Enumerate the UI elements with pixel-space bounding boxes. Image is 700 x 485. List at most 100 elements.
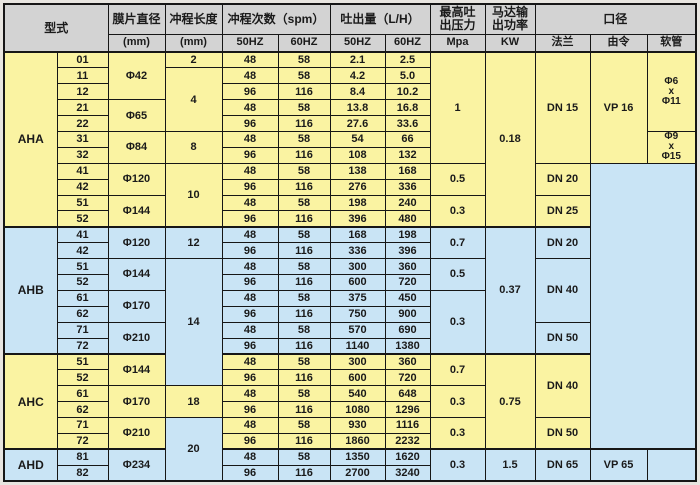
header-pressure: 最高吐 出压力: [429, 3, 486, 35]
flange-cell: DN 50: [534, 416, 591, 450]
flow-50hz-cell: 750: [329, 305, 386, 323]
stroke-length-cell: 14: [164, 258, 223, 387]
flow-60hz-cell: 336: [384, 178, 431, 196]
union-cell: VP 16: [589, 51, 648, 164]
spm-50hz-cell: 48: [221, 258, 279, 275]
spm-50hz-cell: 96: [221, 337, 279, 355]
flow-50hz-cell: 1080: [329, 401, 386, 418]
model-number-cell: 62: [56, 401, 109, 418]
diaphragm-diameter-cell: Φ120: [107, 162, 166, 196]
spm-50hz-cell: 96: [221, 401, 279, 418]
flow-60hz-cell: 360: [384, 258, 431, 275]
spm-60hz-cell: 58: [277, 162, 331, 180]
model-number-cell: 51: [56, 194, 109, 212]
spm-50hz-cell: 96: [221, 242, 279, 260]
flange-cell: DN 15: [534, 51, 591, 164]
spm-60hz-cell: 116: [277, 242, 331, 260]
spm-50hz-cell: 96: [221, 178, 279, 196]
flow-50hz-cell: 600: [329, 369, 386, 387]
spm-50hz-cell: 96: [221, 273, 279, 291]
stroke-length-cell: 12: [164, 225, 223, 260]
flow-60hz-cell: 1380: [384, 337, 431, 355]
diaphragm-diameter-cell: Φ144: [107, 352, 166, 387]
flow-60hz-cell: 720: [384, 273, 431, 291]
spm-50hz-cell: 48: [221, 130, 279, 148]
flow-60hz-cell: 132: [384, 146, 431, 164]
model-number-cell: 42: [56, 242, 109, 260]
flow-60hz-cell: 1116: [384, 416, 431, 434]
spm-50hz-cell: 96: [221, 369, 279, 387]
max-pressure-cell: 0.3: [429, 416, 486, 450]
spm-50hz-cell: 48: [221, 99, 279, 117]
stroke-length-cell: 20: [164, 416, 223, 482]
header-flow-50hz: 50HZ: [329, 33, 386, 53]
spm-60hz-cell: 116: [277, 369, 331, 387]
spm-60hz-cell: 58: [277, 416, 331, 434]
flow-60hz-cell: 33.6: [384, 115, 431, 132]
flow-50hz-cell: 168: [329, 225, 386, 244]
union-cell: VP 65: [589, 448, 648, 482]
flow-60hz-cell: 690: [384, 321, 431, 339]
header-flange: 法兰: [534, 33, 591, 53]
spm-50hz-cell: 48: [221, 51, 279, 69]
flow-50hz-cell: 8.4: [329, 83, 386, 101]
header-model: 型式: [3, 3, 109, 53]
flow-50hz-cell: 540: [329, 385, 386, 403]
model-number-cell: 51: [56, 352, 109, 371]
spm-60hz-cell: 116: [277, 337, 331, 355]
spm-50hz-cell: 96: [221, 115, 279, 132]
spm-60hz-cell: 58: [277, 130, 331, 148]
flow-50hz-cell: 300: [329, 258, 386, 275]
header-power: 马达输 出功率: [484, 3, 536, 35]
max-pressure-cell: 0.7: [429, 225, 486, 260]
stroke-length-cell: 2: [164, 51, 223, 69]
spm-50hz-cell: 96: [221, 146, 279, 164]
spm-60hz-cell: 58: [277, 99, 331, 117]
model-number-cell: 52: [56, 210, 109, 228]
flow-60hz-cell: 2.5: [384, 51, 431, 69]
flow-50hz-cell: 27.6: [329, 115, 386, 132]
model-number-cell: 52: [56, 369, 109, 387]
header-union: 由令: [589, 33, 648, 53]
model-number-cell: 42: [56, 178, 109, 196]
spm-60hz-cell: 58: [277, 67, 331, 85]
max-pressure-cell: 0.5: [429, 162, 486, 196]
spm-60hz-cell: 116: [277, 210, 331, 228]
flow-60hz-cell: 720: [384, 369, 431, 387]
flange-cell: DN 20: [534, 225, 591, 260]
diaphragm-diameter-cell: Φ144: [107, 258, 166, 291]
diaphragm-diameter-cell: Φ210: [107, 321, 166, 355]
motor-power-cell: 1.5: [484, 448, 536, 482]
spm-50hz-cell: 48: [221, 321, 279, 339]
stroke-length-cell: 18: [164, 385, 223, 418]
flow-60hz-cell: 3240: [384, 464, 431, 482]
model-number-cell: 71: [56, 416, 109, 434]
model-number-cell: 71: [56, 321, 109, 339]
flow-50hz-cell: 2.1: [329, 51, 386, 69]
spm-50hz-cell: 48: [221, 289, 279, 307]
model-number-cell: 21: [56, 99, 109, 117]
spm-60hz-cell: 58: [277, 225, 331, 244]
header-power-unit: KW: [484, 33, 536, 53]
flow-60hz-cell: 1296: [384, 401, 431, 418]
flow-60hz-cell: 240: [384, 194, 431, 212]
flange-cell: DN 25: [534, 194, 591, 228]
spm-50hz-cell: 48: [221, 385, 279, 403]
model-cell: AHC: [3, 352, 58, 450]
spm-50hz-cell: 48: [221, 162, 279, 180]
flow-50hz-cell: 276: [329, 178, 386, 196]
max-pressure-cell: 0.3: [429, 194, 486, 228]
header-flow: 吐出量（L/H）: [329, 3, 431, 35]
spm-60hz-cell: 116: [277, 115, 331, 132]
max-pressure-cell: 0.3: [429, 448, 486, 482]
spm-50hz-cell: 96: [221, 464, 279, 482]
model-cell: AHD: [3, 448, 58, 482]
flange-cell: DN 65: [534, 448, 591, 482]
spm-50hz-cell: 48: [221, 194, 279, 212]
flow-60hz-cell: 5.0: [384, 67, 431, 85]
diaphragm-diameter-cell: Φ170: [107, 289, 166, 323]
header-stroke-unit: (mm): [164, 33, 223, 53]
header-spm-60hz: 60HZ: [277, 33, 331, 53]
spm-50hz-cell: 96: [221, 210, 279, 228]
spm-60hz-cell: 58: [277, 258, 331, 275]
